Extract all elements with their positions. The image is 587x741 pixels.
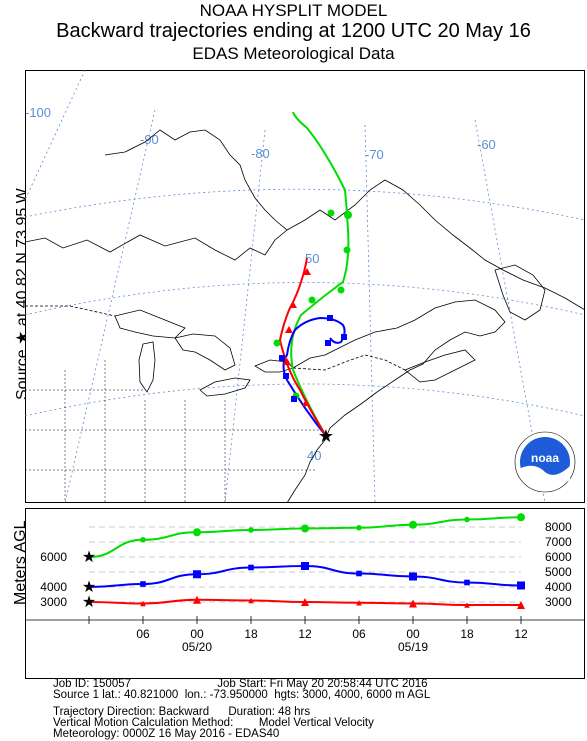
height-marker [248,527,254,533]
marker [279,355,285,361]
source-star-icon: ★ [318,426,334,446]
lon-label: -80 [251,146,270,161]
y-right-tick-label: 4000 [545,580,572,594]
marker [283,358,291,365]
marker [289,301,297,308]
height-marker [301,598,309,606]
height-marker [409,599,417,608]
longitude-line [25,70,86,201]
vertical-motion-line: Vertical Motion Calculation Method: Mode… [53,717,374,729]
x-date-label: 05/19 [398,640,428,654]
y-right-tick-label: 5000 [545,565,572,579]
marker [273,339,281,347]
lon-label: -100 [25,105,51,120]
marker [302,399,310,406]
x-tick-label: 12 [298,627,312,641]
map-frame [25,70,585,503]
noaa-logo: noaa [514,431,576,493]
trajectory-6000m [290,111,350,437]
source-star-icon: ★ [82,549,96,566]
marker [327,209,335,217]
y-right-tick-label: 3000 [545,595,572,609]
marker [327,315,333,321]
height-marker [356,599,362,606]
marker [325,340,331,346]
x-tick-label: 00 [406,627,420,641]
lat-lon-grid [25,70,585,503]
source-star-icon: ★ [82,594,96,611]
lon-label: -60 [477,137,496,152]
lon-label: -90 [140,132,159,147]
marker [341,334,347,340]
height-marker [517,601,525,609]
latitude-line [25,282,585,316]
y-left-tick-label: 3000 [40,595,67,609]
source-star-icon: ★ [82,579,96,596]
x-tick-label: 06 [352,627,366,641]
x-tick-label: 18 [244,627,258,641]
marker [291,396,297,402]
job-info: Job ID: 150057 Job Start: Fri May 20 20:… [25,678,584,739]
model-title: NOAA HYSPLIT MODEL [199,1,388,20]
height-marker [356,524,362,531]
height-marker [356,570,362,577]
height-marker [517,513,525,522]
y-left-tick-label: 4000 [40,580,67,594]
height-marker [248,564,254,571]
job-id-line: Job ID: 150057 Job Start: Fri May 20 20:… [53,678,428,690]
profile-frame [25,508,585,679]
marker [283,373,289,379]
noaa-logo-text: noaa [531,451,559,465]
height-marker [140,581,146,587]
y-left-tick-label: 6000 [40,550,67,564]
y-right-tick-label: 7000 [545,535,572,549]
marker [337,286,345,294]
trajectory-map: -100 -90 -80 -70 -60 50 40 [25,70,585,503]
height-marker [517,581,525,590]
height-marker [301,524,309,533]
trajectory-markers [273,209,352,406]
latitude-line [25,188,585,221]
marker [344,211,352,219]
height-marker [193,528,201,537]
x-tick-label: 06 [136,627,150,641]
height-marker [409,572,417,581]
trajectory-title: Backward trajectories ending at 1200 UTC… [56,20,531,42]
lon-label: -70 [365,147,384,162]
meteorology-line: Meteorology: 0000Z 16 May 2016 - EDAS40 [53,728,280,740]
height-marker [140,600,146,607]
height-marker [248,597,254,604]
longitude-line [364,124,376,503]
height-marker [464,579,470,586]
longitude-line [64,109,156,503]
marker [285,326,293,333]
source-line: Source 1 lat.: 40.821000 lon.: -73.95000… [53,689,431,701]
lat-label: 50 [305,251,319,266]
x-tick-label: 12 [514,627,528,641]
marker [343,246,351,254]
direction-line: Trajectory Direction: Backward Duration:… [53,706,311,718]
meteorology-title: EDAS Meteorological Data [192,44,395,63]
x-tick-label: 18 [460,627,474,641]
marker [303,268,311,275]
marker [308,296,316,304]
y-right-tick-label: 8000 [545,520,572,534]
height-marker [409,520,417,529]
x-tick-label: 00 [190,627,204,641]
trajectory-3000m [278,257,327,437]
grid-labels: -100 -90 -80 -70 -60 50 40 [25,105,496,463]
latitude-line [25,383,585,417]
height-marker [193,595,201,604]
height-marker [301,562,309,570]
y-right-tick-label: 6000 [545,550,572,564]
height-marker [464,516,470,523]
x-date-label: 05/20 [182,640,212,654]
height-marker [193,570,201,579]
height-marker [464,602,470,608]
height-marker [140,536,146,543]
